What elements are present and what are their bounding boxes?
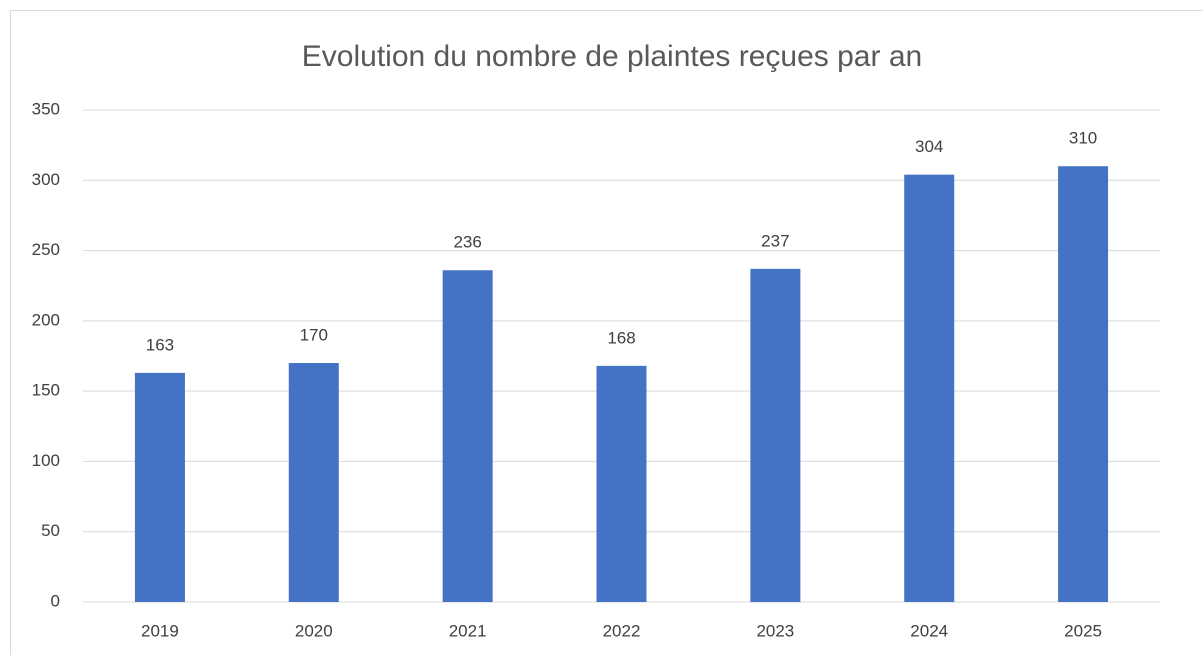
y-tick-label: 200: [32, 310, 60, 329]
data-label: 304: [915, 137, 943, 156]
y-tick-label: 350: [32, 99, 60, 118]
chart-title: Evolution du nombre de plaintes reçues p…: [302, 40, 922, 73]
x-tick-label: 2022: [603, 621, 641, 640]
y-tick-label: 150: [32, 381, 60, 400]
y-tick-label: 50: [41, 521, 60, 540]
x-tick-label: 2021: [449, 621, 487, 640]
data-label: 236: [453, 233, 481, 252]
bar: [904, 174, 955, 603]
bar: [750, 268, 801, 602]
y-tick-label: 250: [32, 240, 60, 259]
bar: [288, 363, 339, 602]
x-tick-label: 2020: [295, 621, 333, 640]
data-label: 170: [300, 326, 328, 345]
data-label: 237: [761, 231, 789, 250]
y-tick-label: 0: [51, 591, 60, 610]
x-tick-label: 2019: [141, 621, 179, 640]
data-label: 310: [1069, 129, 1097, 148]
bar: [134, 372, 185, 602]
x-tick-label: 2023: [756, 621, 794, 640]
x-tick-label: 2025: [1064, 621, 1102, 640]
bar: [596, 365, 647, 602]
y-tick-label: 300: [32, 170, 60, 189]
bar: [442, 270, 493, 602]
bar: [1058, 166, 1109, 602]
y-tick-label: 100: [32, 451, 60, 470]
x-tick-label: 2024: [910, 621, 948, 640]
data-label: 163: [146, 335, 174, 354]
data-label: 168: [607, 328, 635, 347]
